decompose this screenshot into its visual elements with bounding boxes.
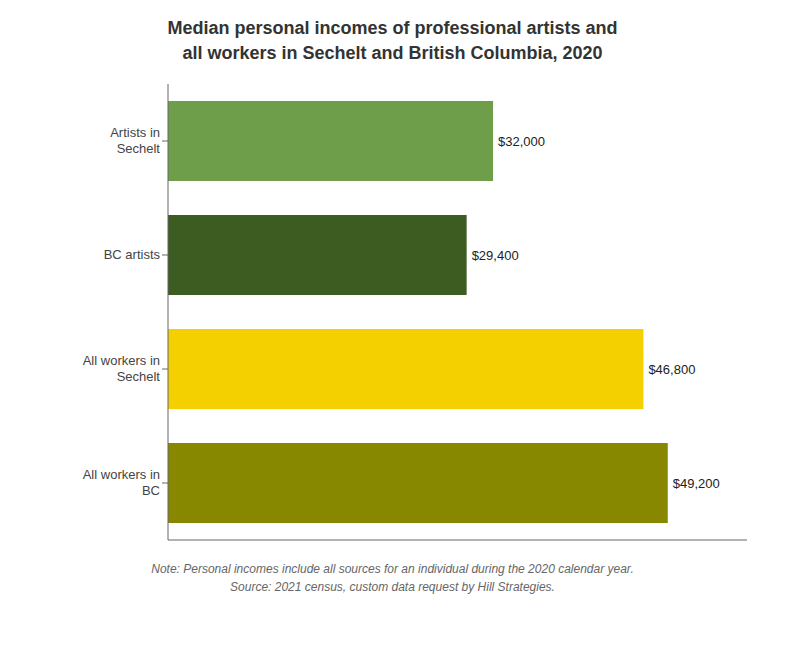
svg-text:BC artists: BC artists <box>104 247 161 262</box>
svg-text:All workers inBC: All workers inBC <box>83 467 160 498</box>
svg-text:Artists inSechelt: Artists inSechelt <box>110 125 160 156</box>
svg-text:All workers inSechelt: All workers inSechelt <box>83 353 161 384</box>
html-text:Source: 2021 census, custom da: Source: 2021 census, custom data request… <box>230 580 555 595</box>
svg-text:$29,400: $29,400 <box>472 248 519 263</box>
html-text:Note: Personal incomes include: Note: Personal incomes include all sourc… <box>151 562 634 577</box>
svg-text:$32,000: $32,000 <box>498 134 545 149</box>
svg-text:$46,800: $46,800 <box>648 362 695 377</box>
svg-text:$49,200: $49,200 <box>673 476 720 491</box>
html-text:Median personal incomes of pro: Median personal incomes of professional … <box>167 18 618 64</box>
